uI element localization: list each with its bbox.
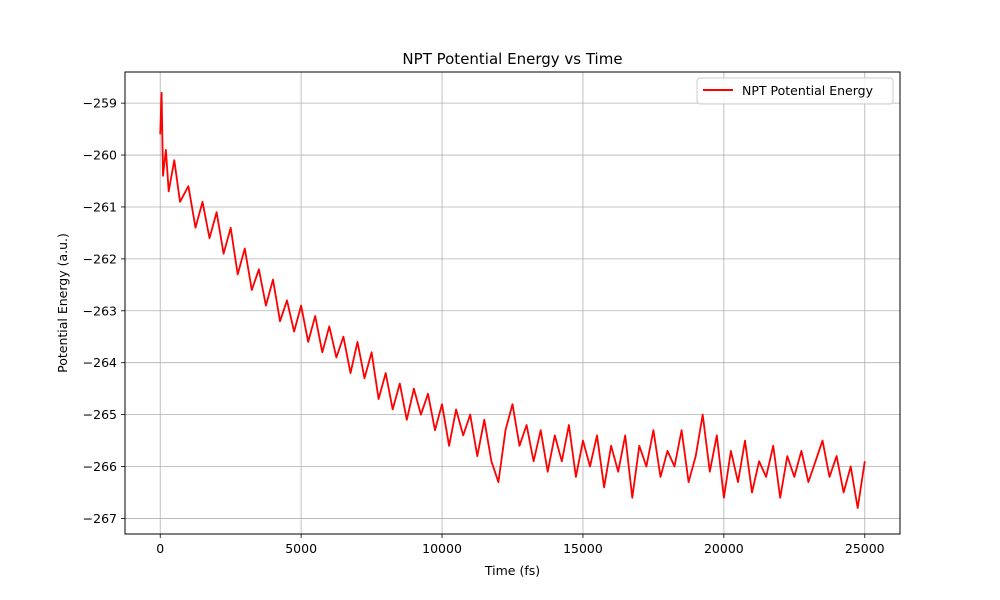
y-tick-label: −262 xyxy=(83,251,117,266)
legend-label: NPT Potential Energy xyxy=(742,83,874,98)
series-layer xyxy=(159,91,866,509)
x-tick-label: 20000 xyxy=(704,541,744,556)
y-tick-label: −267 xyxy=(83,511,117,526)
plot-frame xyxy=(124,71,901,535)
legend: NPT Potential Energy xyxy=(696,77,894,105)
x-tick-label: 15000 xyxy=(563,541,603,556)
y-tick-label: −259 xyxy=(83,96,117,111)
x-axis-label: Time (fs) xyxy=(484,563,540,578)
y-tick-label: −265 xyxy=(83,407,117,422)
x-tick-label: 5000 xyxy=(285,541,317,556)
y-tick-label: −261 xyxy=(83,199,117,214)
y-tick-label: −260 xyxy=(83,148,117,163)
y-axis-label: Potential Energy (a.u.) xyxy=(55,233,70,373)
chart-title: NPT Potential Energy vs Time xyxy=(402,50,622,68)
grid xyxy=(125,72,900,534)
x-tick-label: 25000 xyxy=(845,541,885,556)
y-axis-ticks: −267 −266 −265 −264 −263 −262 −261 −260 −259 xyxy=(83,96,125,526)
x-tick-label: 10000 xyxy=(422,541,462,556)
y-tick-label: −263 xyxy=(83,303,117,318)
x-axis-ticks: 0 5000 10000 15000 20000 25000 xyxy=(156,534,885,556)
legend-box xyxy=(696,77,894,105)
y-tick-label: −266 xyxy=(83,459,117,474)
y-tick-label: −264 xyxy=(83,355,117,370)
x-tick-label: 0 xyxy=(156,541,164,556)
series-line xyxy=(159,91,866,509)
